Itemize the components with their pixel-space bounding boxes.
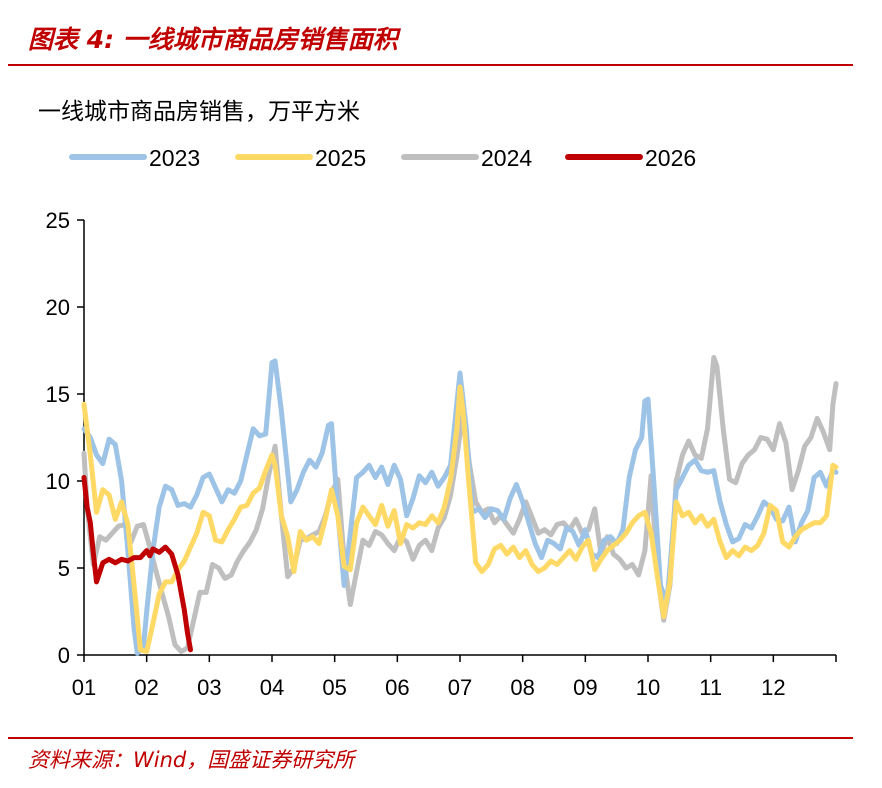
y-tick-label: 10 [46,469,70,494]
x-tick-label: 05 [322,675,346,700]
legend-label: 2026 [645,145,696,171]
x-tick-label: 03 [197,675,221,700]
x-tick-label: 07 [448,675,472,700]
y-tick-label: 25 [46,208,70,233]
x-axis: 01 02 03 04 05 06 07 08 09 10 11 12 [72,654,837,700]
chart-subtitle: 一线城市商品房销售，万平方米 [38,99,360,125]
source-rule [8,737,853,739]
x-tick-label: 11 [699,675,722,700]
title-rule [8,64,853,66]
x-tick-label: 12 [761,675,785,700]
series-line-2023 [81,358,839,656]
x-tick-label: 08 [510,675,534,700]
series-lines [81,355,839,656]
x-tick-label: 02 [134,675,158,700]
legend-label: 2024 [481,145,532,171]
y-tick-label: 15 [46,382,70,407]
y-tick-label: 20 [46,295,70,320]
y-tick-label: 5 [58,556,70,581]
figure-title: 图表 4: 一线城市商品房销售面积 [28,25,398,54]
legend-label: 2023 [149,145,200,171]
x-tick-label: 06 [385,675,409,700]
y-axis: 0 5 10 15 20 25 [46,208,85,668]
x-tick-label: 01 [72,675,96,700]
legend-label: 2025 [315,145,366,171]
x-tick-label: 10 [636,675,660,700]
series-line-2025 [81,384,839,654]
series-line-2026 [81,475,193,653]
x-tick-label: 09 [573,675,597,700]
source-note: 资料来源：Wind，国盛证券研究所 [28,748,355,772]
legend: 2023 2025 2024 2026 [69,145,696,171]
x-tick-label: 04 [260,675,284,700]
y-tick-label: 0 [58,643,70,668]
